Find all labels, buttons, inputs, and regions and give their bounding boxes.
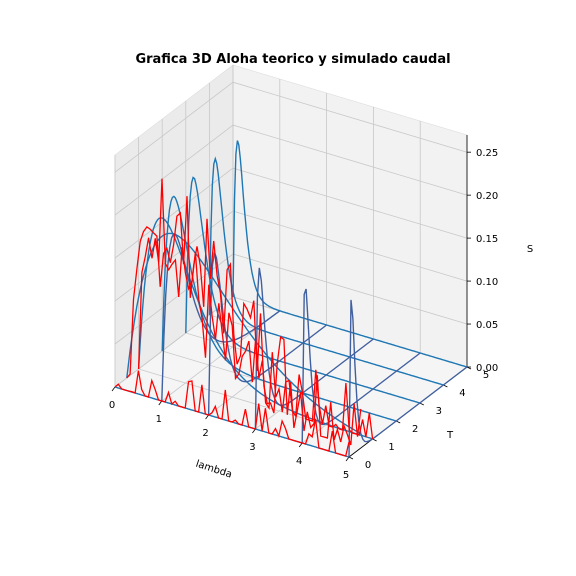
x-tick-label: 1 (156, 414, 162, 425)
x-tick-mark (205, 414, 209, 420)
simulated-curve (126, 196, 362, 446)
theoretical-curve (208, 156, 444, 386)
x-tick-mark (158, 400, 163, 406)
y-tick-label: 3 (436, 406, 442, 417)
x-tick-label: 4 (296, 456, 302, 467)
grid-line-z (114, 124, 468, 216)
y-tick-label: 2 (412, 424, 418, 435)
x-tick-label: 3 (249, 442, 255, 453)
y-axis-label: T (446, 430, 454, 441)
theoretical-curve-lambda (301, 288, 421, 444)
simulated-curve (114, 370, 350, 457)
z-tick-label: 0.20 (476, 191, 498, 202)
simulated-curve (137, 178, 374, 440)
x-tick-mark (345, 456, 350, 462)
x-tick-mark (252, 428, 256, 434)
z-tick-label: 0.25 (476, 148, 498, 159)
y-tick-label: 0 (365, 460, 371, 471)
z-tick-label: 0.10 (476, 277, 498, 288)
x-tick-mark (111, 386, 116, 392)
grid-line-z (114, 81, 468, 173)
chart-title: Grafica 3D Aloha teorico y simulado caud… (135, 52, 450, 67)
z-tick-label: 0.05 (476, 320, 498, 331)
x-tick-mark (298, 442, 303, 448)
z-tick-label: 0.00 (476, 363, 498, 374)
y-tick-label: 5 (483, 370, 489, 381)
series-simulated (114, 178, 374, 457)
x-tick-label: 2 (202, 428, 208, 439)
x-axis-label: lambda (194, 459, 233, 481)
theoretical-curve (126, 232, 362, 435)
z-tick-label: 0.15 (476, 234, 498, 245)
y-tick-label: 4 (459, 388, 465, 399)
axis-panes (114, 64, 468, 458)
y-tick-mark (348, 456, 354, 460)
grid-line-z (114, 210, 468, 302)
x-tick-label: 0 (109, 400, 115, 411)
x-tick-label: 5 (343, 470, 349, 481)
theoretical-curve-lambda (207, 252, 328, 416)
y-tick-mark (372, 438, 377, 442)
z-axis-label: S (527, 244, 533, 255)
theoretical-curve-lambda (348, 299, 468, 458)
y-tick-label: 1 (388, 442, 394, 453)
